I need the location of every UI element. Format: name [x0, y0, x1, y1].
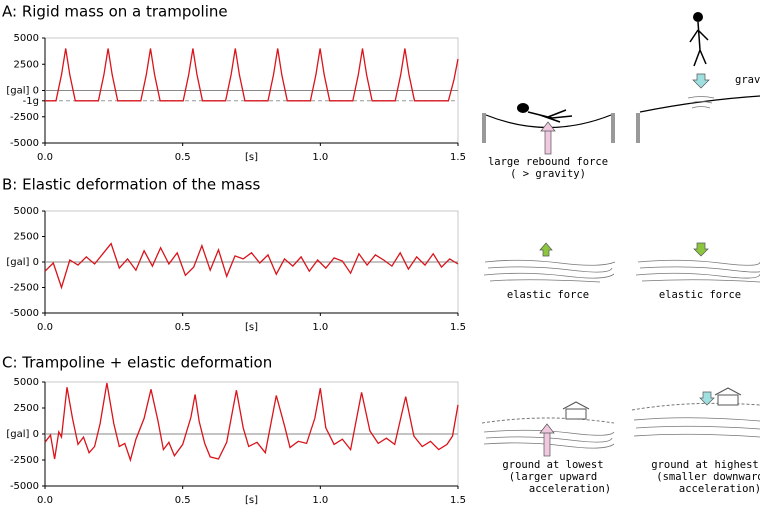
- x-tick-label: 1.5: [450, 322, 466, 333]
- y-tick-label: [gal] 0: [6, 86, 39, 97]
- y-tick-label: -5000: [10, 138, 39, 149]
- chart-title: A: Rigid mass on a trampoline: [2, 3, 228, 21]
- annotation: ground at lowest: [502, 459, 603, 471]
- chart-title: C: Trampoline + elastic deformation: [2, 354, 272, 372]
- y-tick-label: 5000: [14, 206, 39, 217]
- annotation: large rebound force: [488, 156, 608, 168]
- ground-illustration: [482, 388, 760, 456]
- figure: A: Rigid mass on a trampoline -5000 -2500 -…: [0, 0, 760, 506]
- x-tick-label: 0.5: [175, 495, 191, 506]
- y-tick-label: [gal] 0: [6, 429, 39, 440]
- x-tick-label: 0.5: [175, 322, 191, 333]
- elastic-illustration: [484, 243, 760, 282]
- y-tick-label: -2500: [10, 112, 39, 123]
- y-tick-label: 5000: [14, 377, 39, 388]
- y-tick-label: -5000: [10, 308, 39, 319]
- y-tick-label: -1g: [23, 96, 39, 107]
- x-tick-label: 0.5: [175, 152, 191, 163]
- x-axis-label: [s]: [245, 495, 258, 506]
- annotation: elastic force: [507, 289, 589, 301]
- y-tick-label: -2500: [10, 283, 39, 294]
- x-tick-label: 1.5: [450, 495, 466, 506]
- y-tick-label: 2500: [14, 59, 39, 70]
- x-tick-label: 1.5: [450, 152, 466, 163]
- x-tick-label: 1.0: [312, 322, 328, 333]
- x-tick-label: 1.0: [312, 495, 328, 506]
- data-line: [45, 49, 458, 101]
- annotation: ground at highest: [651, 459, 758, 471]
- data-line: [45, 244, 458, 288]
- y-tick-label: 2500: [14, 232, 39, 243]
- y-tick-label: -2500: [10, 455, 39, 466]
- data-line: [45, 383, 458, 460]
- annotation: gravity: [735, 74, 760, 86]
- x-tick-label: 0.0: [37, 152, 53, 163]
- annotation: (larger upward: [509, 471, 598, 483]
- annotation: acceleration): [529, 483, 611, 495]
- trampoline-illustration: [482, 12, 760, 154]
- x-axis-label: [s]: [245, 152, 258, 163]
- y-tick-label: -5000: [10, 481, 39, 492]
- y-tick-label: 5000: [14, 33, 39, 44]
- x-tick-label: 0.0: [37, 495, 53, 506]
- annotation: acceleration): [679, 483, 760, 495]
- annotation: (smaller downward: [656, 471, 760, 483]
- x-tick-label: 1.0: [312, 152, 328, 163]
- annotation: ( > gravity): [510, 168, 586, 180]
- y-tick-label: [gal] 0: [6, 257, 39, 268]
- x-axis-label: [s]: [245, 322, 258, 333]
- chart-title: B: Elastic deformation of the mass: [2, 176, 260, 194]
- y-tick-label: 2500: [14, 403, 39, 414]
- annotation: elastic force: [659, 289, 741, 301]
- x-tick-label: 0.0: [37, 322, 53, 333]
